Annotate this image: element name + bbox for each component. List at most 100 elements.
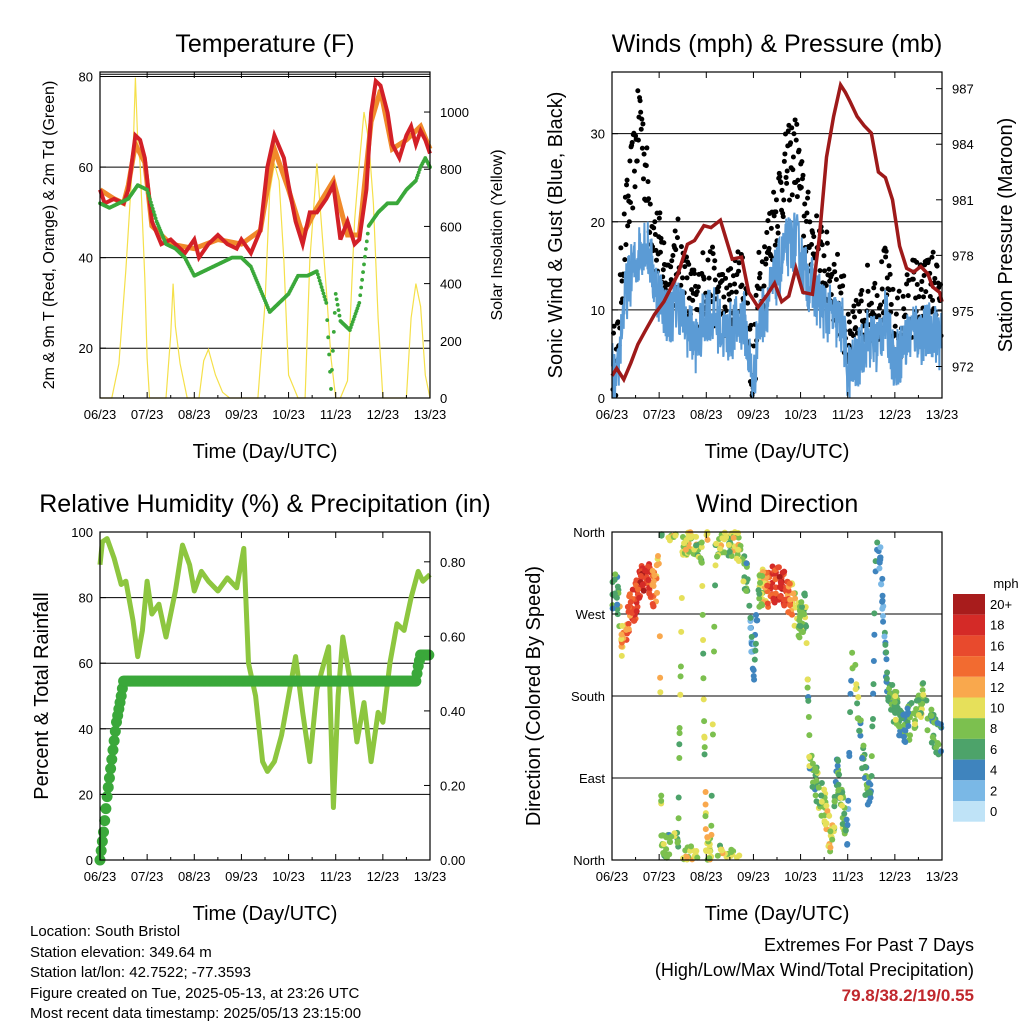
direction-point (924, 727, 931, 734)
direction-point (728, 849, 735, 856)
x-tick-label: 11/23 (320, 869, 352, 884)
direction-point (854, 700, 861, 707)
gust-point (926, 257, 932, 263)
y-tick-label: 20 (79, 787, 93, 802)
dewpoint-point (149, 200, 153, 205)
direction-point (812, 765, 819, 772)
dewpoint-point (316, 275, 321, 280)
precip-point (102, 781, 114, 793)
direction-point (676, 730, 683, 737)
gust-point (675, 216, 681, 222)
gust-point (868, 300, 874, 306)
direction-point (625, 608, 632, 615)
gust-point (751, 343, 757, 349)
direction-point (711, 623, 718, 630)
gust-point (811, 234, 817, 240)
precip-point (423, 649, 435, 661)
gust-point (652, 219, 658, 225)
gust-point (678, 282, 684, 288)
colorbar-swatch (953, 697, 985, 719)
direction-point (880, 618, 887, 625)
direction-point (799, 609, 806, 616)
dewpoint-point (360, 277, 365, 282)
direction-point (920, 691, 927, 698)
direction-point (827, 828, 834, 835)
gust-point (824, 229, 830, 235)
x-axis-label: Time (Day/UTC) (705, 441, 850, 463)
dewpoint-point (326, 335, 331, 340)
direction-point (902, 727, 909, 734)
direction-point (806, 732, 813, 739)
panel-4: 06/23 07/23 08/23 09/23 10/23 11/23 12/23 13/23… (523, 490, 1019, 925)
direction-point (683, 536, 690, 543)
direction-point (709, 721, 716, 728)
gust-point (727, 282, 733, 288)
colorbar-label: 2 (990, 783, 997, 798)
direction-point (798, 599, 805, 606)
direction-point (693, 542, 700, 549)
gust-point (672, 228, 678, 234)
gust-point (900, 293, 906, 299)
direction-point (677, 673, 684, 680)
gust-point (735, 249, 741, 255)
gust-point (682, 264, 688, 270)
direction-point (650, 578, 657, 585)
direction-point (792, 595, 799, 602)
direction-point (656, 633, 663, 640)
direction-point (801, 591, 808, 598)
gust-point (700, 250, 706, 256)
direction-point (751, 676, 758, 683)
gust-point (923, 289, 929, 295)
dewpoint-point (330, 368, 334, 372)
x-tick-label: 08/23 (178, 407, 211, 422)
elevation-text: Station elevation: 349.64 m (30, 943, 212, 961)
direction-point (848, 677, 855, 684)
gust-point (756, 249, 762, 255)
gust-point (773, 209, 779, 215)
gust-point (791, 131, 797, 137)
gust-point (669, 258, 675, 264)
direction-point (928, 706, 935, 713)
colorbar-swatch (953, 780, 985, 801)
dewpoint-point (145, 187, 150, 192)
direction-point (818, 812, 825, 819)
direction-point (790, 590, 797, 597)
gust-point (890, 286, 896, 292)
direction-point (837, 794, 844, 801)
dewpoint-point (359, 285, 364, 290)
dewpoint-point (361, 270, 365, 275)
chart-title: Temperature (F) (175, 30, 354, 58)
colorbar-label: 12 (990, 680, 1004, 695)
gust-point (824, 240, 830, 246)
gust-point (831, 261, 837, 267)
gust-point (919, 278, 925, 284)
x-tick-label: 11/23 (832, 407, 864, 422)
direction-point (748, 633, 755, 640)
series-solar-insolation (100, 77, 431, 399)
x-tick-label: 06/23 (84, 869, 117, 884)
dewpoint-point (324, 301, 329, 305)
gust-point (757, 271, 763, 277)
direction-point (818, 798, 825, 805)
x-tick-label: 13/23 (414, 869, 447, 884)
direction-point (714, 553, 721, 560)
direction-point (809, 783, 816, 790)
dewpoint-point (335, 302, 340, 307)
direction-point (876, 565, 883, 572)
direction-point (700, 636, 707, 643)
direction-point (764, 582, 771, 589)
precip-point (101, 791, 113, 803)
gust-point (626, 219, 632, 225)
gust-point (927, 294, 933, 300)
precip-point (99, 815, 111, 827)
direction-point (699, 611, 706, 618)
colorbar-swatch (953, 676, 985, 698)
colorbar-label: 16 (990, 638, 1004, 653)
gust-point (634, 158, 640, 164)
direction-point (682, 546, 689, 553)
gust-point (805, 195, 811, 201)
y-tick-label: 40 (79, 722, 93, 737)
direction-point (803, 640, 810, 647)
direction-point (870, 657, 877, 664)
direction-point (687, 847, 694, 854)
